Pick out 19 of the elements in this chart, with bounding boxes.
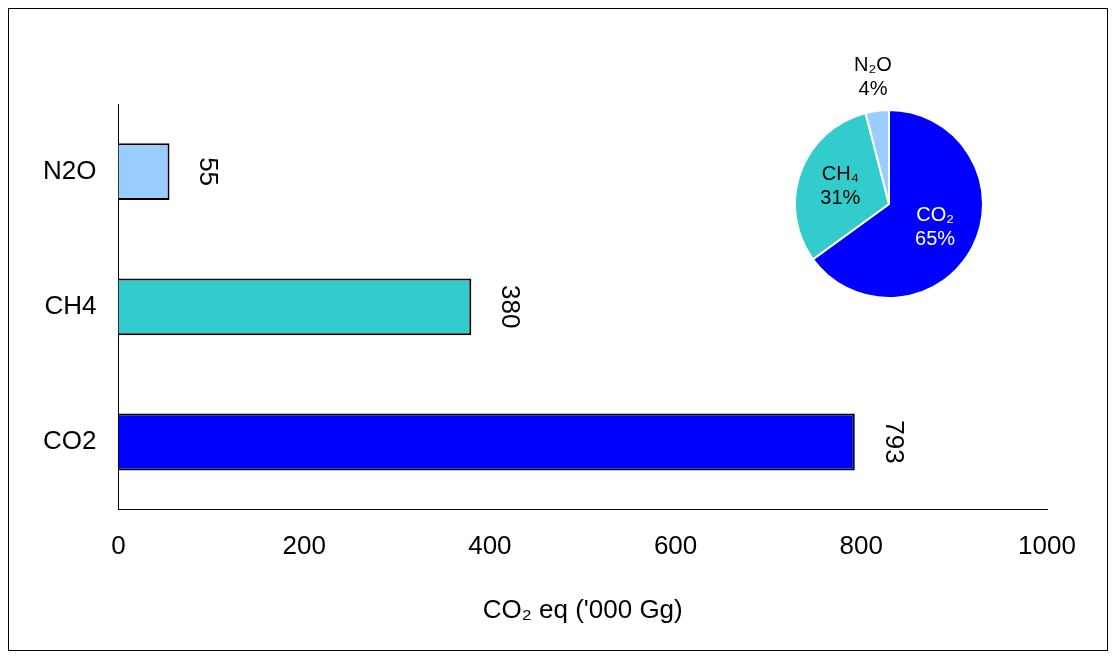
slice-label: N₂O bbox=[854, 52, 892, 75]
data-label: 380 bbox=[496, 285, 527, 329]
data-label: 793 bbox=[879, 420, 910, 464]
x-tick-label: 0 bbox=[111, 530, 126, 561]
y-tick-label: CH4 bbox=[44, 289, 97, 320]
x-axis-title: CO₂ eq ('000 Gg) bbox=[482, 593, 683, 624]
y-tick-label: CO2 bbox=[42, 425, 97, 456]
x-tick-label: 200 bbox=[282, 530, 326, 561]
data-label: 65% bbox=[915, 226, 956, 249]
x-tick-label: 800 bbox=[839, 530, 883, 561]
x-tick-label: 1000 bbox=[1018, 530, 1076, 561]
y-tick-label: N2O bbox=[42, 154, 97, 185]
slice-label: CO₂ bbox=[916, 202, 954, 225]
data-label: 31% bbox=[820, 186, 861, 208]
x-tick-label: 400 bbox=[468, 530, 512, 561]
data-label: 4% bbox=[858, 76, 888, 99]
data-label: 55 bbox=[194, 157, 225, 187]
x-tick-label: 600 bbox=[653, 530, 698, 561]
slice-label: CH₄ bbox=[821, 162, 859, 184]
